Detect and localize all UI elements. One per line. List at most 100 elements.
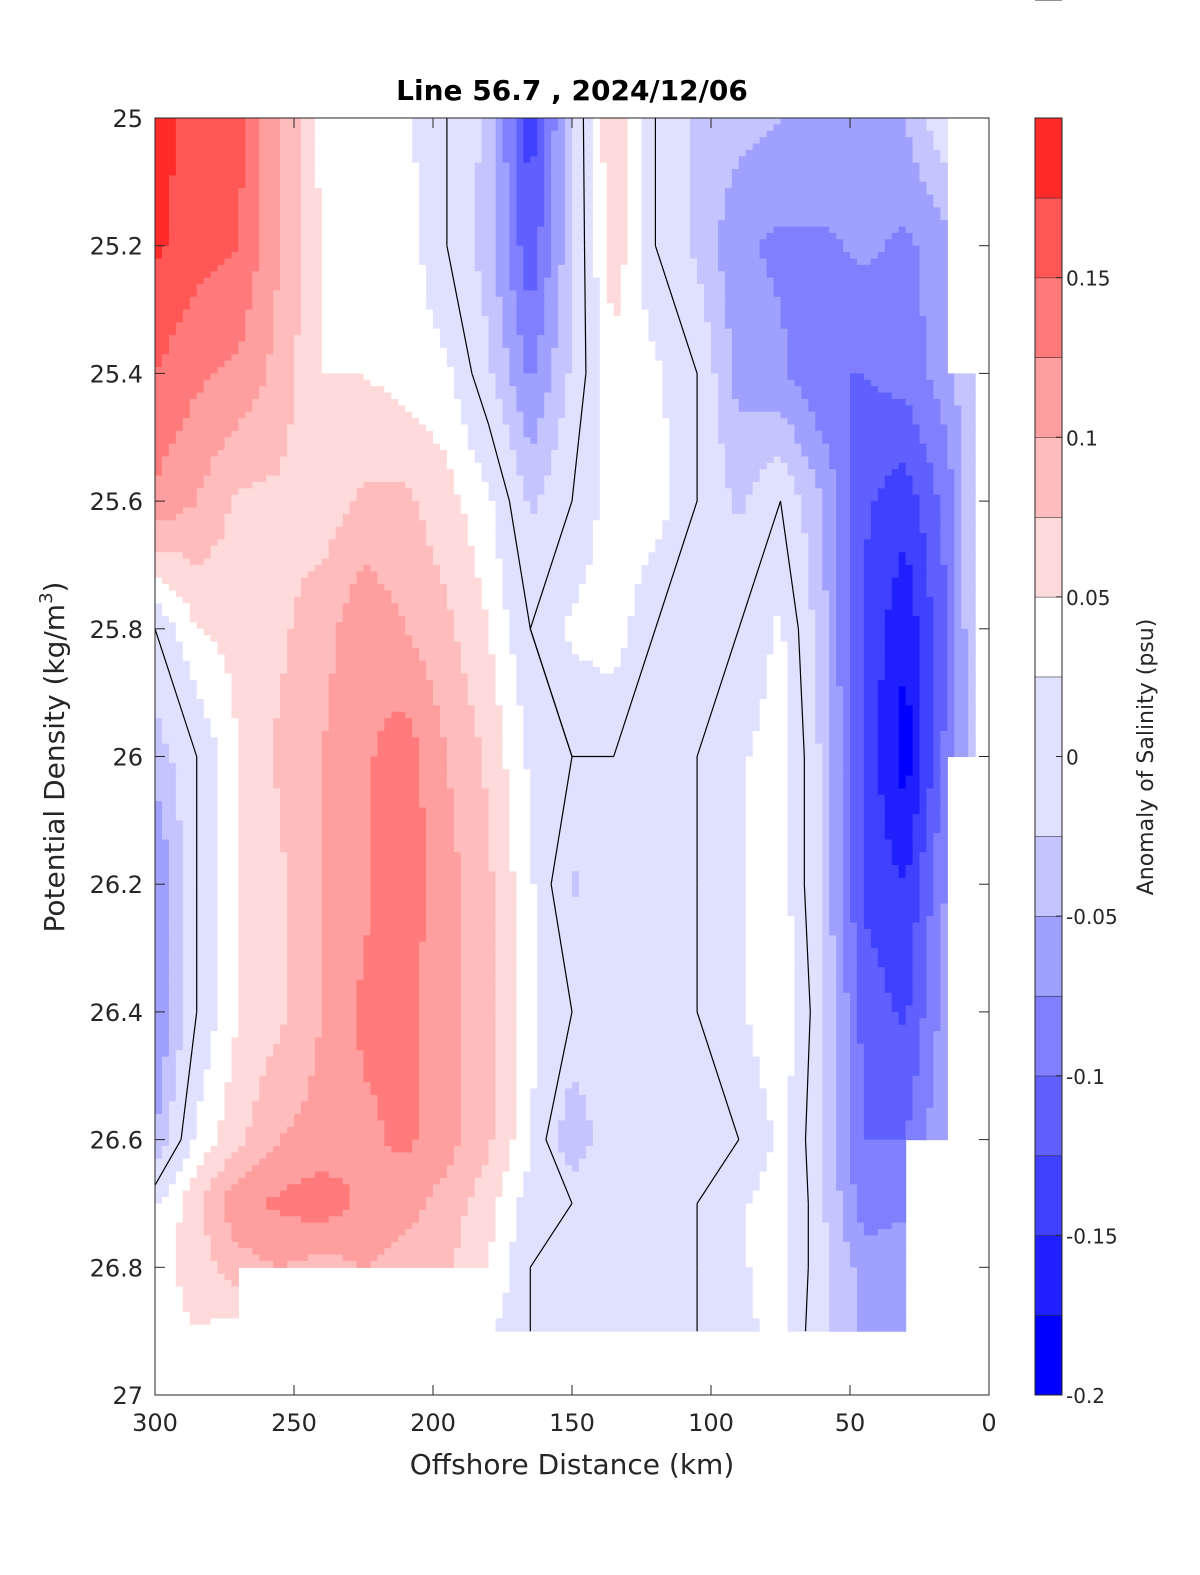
field-cell [669,488,733,496]
field-cell [495,526,594,534]
field-cell [161,1075,177,1083]
field-cell [419,750,448,758]
field-cell [155,903,170,911]
field-cell [446,769,483,777]
field-cell [426,660,462,668]
field-cell [238,1011,288,1019]
field-cell [182,552,212,560]
field-cell [752,743,789,751]
field-cell [822,788,830,796]
field-cell [460,1011,497,1019]
field-cell [745,775,789,783]
field-cell [599,430,670,438]
field-cell [419,737,448,745]
field-cell [592,175,608,183]
field-cell [822,935,837,943]
field-cell [933,877,948,885]
field-cell [933,692,948,700]
field-cell [537,1037,754,1045]
field-cell [954,481,962,489]
field-cell [259,1094,309,1102]
field-cell [516,1120,531,1128]
field-cell [877,699,900,707]
field-cell [634,596,809,604]
field-cell [898,775,907,783]
field-cell [787,1082,823,1090]
field-cell [391,1241,462,1249]
field-cell [947,622,955,630]
field-cell [453,373,497,381]
field-cell [523,271,538,279]
field-cell [850,660,865,668]
y-tick-label: 26.4 [90,999,143,1027]
field-cell [641,564,809,572]
field-cell [947,584,955,592]
field-cell [495,967,517,975]
field-cell [502,711,524,719]
field-cell [933,699,948,707]
field-cell [481,584,504,592]
field-cell [578,1158,768,1166]
field-cell [537,347,552,355]
field-cell [155,545,212,553]
field-cell [724,303,782,311]
field-cell [405,711,441,719]
field-cell [905,686,921,694]
field-cell [787,743,823,751]
field-cell [453,628,490,636]
field-cell [495,667,517,675]
field-cell [155,1011,170,1019]
field-cell [940,552,955,560]
field-cell [787,788,823,796]
field-cell [919,769,934,777]
field-cell [787,737,816,745]
field-cell [161,1056,177,1064]
field-cell [474,705,504,713]
field-cell [850,558,865,566]
field-cell [829,1299,858,1307]
field-cell [599,494,670,502]
field-cell [933,903,941,911]
field-cell [433,558,476,566]
field-cell [662,520,802,528]
field-cell [843,833,851,841]
field-cell [905,469,934,477]
field-cell [829,622,837,630]
field-cell [182,922,219,930]
field-cell [898,724,914,732]
field-cell [787,1088,823,1096]
field-cell [203,711,233,719]
field-cell [933,660,948,668]
field-cell [898,705,914,713]
field-cell [856,1299,907,1307]
field-cell [968,737,976,745]
field-cell [829,782,844,790]
field-cell [829,903,844,911]
field-cell [363,481,406,489]
field-cell [912,1082,934,1090]
y-tick-label: 25.2 [90,233,143,261]
zero-contour-segment [779,501,799,629]
field-cell [829,801,844,809]
field-cell [905,124,928,132]
field-cell [321,328,441,336]
field-cell [467,673,497,681]
field-cell [599,296,608,304]
field-cell [558,309,573,317]
field-cell [516,201,545,208]
field-cell [850,718,865,726]
field-cell [259,232,281,240]
field-cell [155,315,184,323]
field-cell [238,999,288,1007]
field-cell [669,418,719,426]
field-cell [488,635,511,643]
field-cell [815,730,830,738]
field-cell [544,328,559,336]
field-cell [850,711,865,719]
field-cell [822,501,837,509]
field-cell [516,909,538,917]
field-cell [836,1101,851,1109]
field-cell [391,1145,413,1153]
x-tick-label: 250 [271,1409,317,1437]
field-cell [940,794,948,802]
